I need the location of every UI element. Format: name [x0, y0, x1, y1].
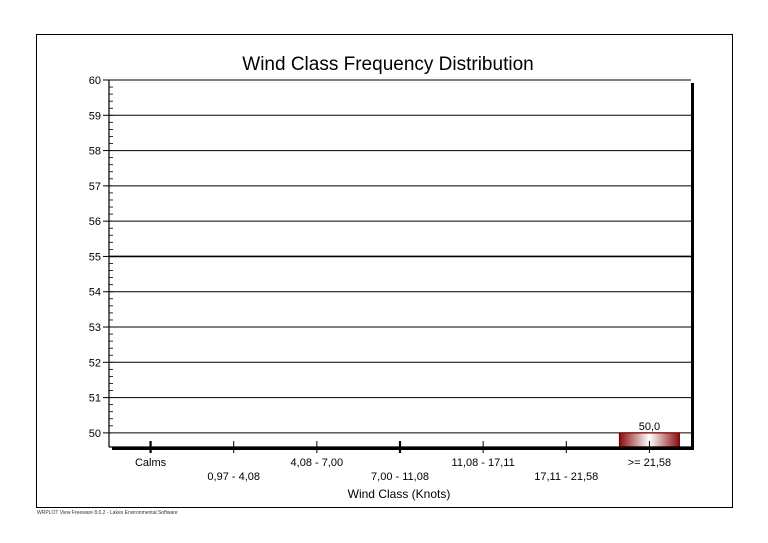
chart-title: Wind Class Frequency Distribution	[242, 54, 533, 75]
x-tick-label-3: 7,00 - 11,08	[371, 471, 429, 483]
chart-frame: Wind Class Frequency Distribution 50 51 52…	[36, 34, 733, 508]
y-tick-label-57: 57	[89, 181, 101, 193]
y-tick-label-56: 56	[89, 216, 101, 228]
axes	[103, 79, 691, 453]
tick-labels: 50 51 52 53 54 55 56 57 58 59 60 Calms 0,97 - 4,08 4,…	[89, 75, 671, 483]
y-tick-label-60: 60	[89, 75, 101, 87]
gridlines	[109, 79, 694, 450]
chart-svg: Wind Class Frequency Distribution 50 51 52…	[89, 54, 694, 501]
x-tick-label-5: 17,11 - 21,58	[534, 471, 598, 483]
y-tick-label-55: 55	[89, 251, 101, 263]
y-tick-label-53: 53	[89, 322, 101, 334]
y-tick-label-51: 51	[89, 393, 101, 405]
y-tick-label-52: 52	[89, 357, 101, 369]
y-tick-label-54: 54	[89, 287, 101, 299]
y-tick-label-59: 59	[89, 110, 101, 122]
x-axis-title: Wind Class (Knots)	[348, 487, 451, 501]
x-tick-label-6: >= 21,58	[628, 457, 671, 469]
x-tick-label-0: Calms	[135, 457, 167, 469]
x-tick-label-2: 4,08 - 7,00	[291, 457, 344, 469]
footer-credit: WRPLOT View Freeware 8.0.2 - Lakes Envir…	[37, 510, 178, 516]
y-tick-label-50: 50	[89, 428, 101, 440]
data-label-6: 50,0	[639, 421, 660, 433]
plot-area	[109, 80, 691, 447]
x-tick-label-1: 0,97 - 4,08	[207, 471, 260, 483]
y-tick-label-58: 58	[89, 146, 101, 158]
x-tick-label-4: 11,08 - 17,11	[452, 457, 515, 469]
